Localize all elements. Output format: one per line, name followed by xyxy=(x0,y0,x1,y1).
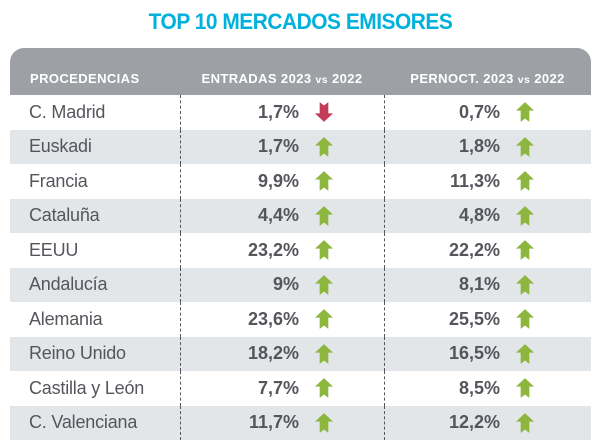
origin-cell: Euskadi xyxy=(29,136,92,157)
origin-cell: Alemania xyxy=(29,308,103,329)
trend-up-icon xyxy=(516,378,534,399)
trend-up-icon xyxy=(315,240,333,261)
entries-cell: 9% xyxy=(180,267,384,302)
overnights-value: 8,1% xyxy=(458,274,500,295)
origin-cell: EEUU xyxy=(29,239,79,260)
page-title: TOP 10 MERCADOS EMISORES xyxy=(148,9,453,34)
table-row: Francia 9,9% 11,3% xyxy=(10,164,591,199)
entries-cell: 11,7% xyxy=(180,405,384,440)
overnights-value: 12,2% xyxy=(448,412,500,433)
overnights-cell: 0,7% xyxy=(384,95,591,130)
column-header-pernoct: PERNOCT. 2023 vs 2022 xyxy=(384,48,591,95)
entries-cell: 23,2% xyxy=(180,233,384,268)
column-header-procedencias: PROCEDENCIAS xyxy=(10,48,180,95)
entries-value: 1,7% xyxy=(257,136,299,157)
table-body: C. Madrid 1,7% 0,7% Euskadi 1,7% xyxy=(10,95,591,440)
trend-up-icon xyxy=(516,205,534,226)
entries-cell: 23,6% xyxy=(180,302,384,337)
entries-cell: 1,7% xyxy=(180,129,384,164)
origin-cell: C. Valenciana xyxy=(29,412,138,433)
trend-up-icon xyxy=(315,309,333,330)
overnights-value: 22,2% xyxy=(448,239,500,260)
entries-value: 1,7% xyxy=(257,101,299,122)
overnights-value: 1,8% xyxy=(458,136,500,157)
table-header: PROCEDENCIAS ENTRADAS 2023 vs 2022 PERNO… xyxy=(10,48,591,95)
column-header-pernoct-year: 2022 xyxy=(534,71,565,86)
entries-value: 7,7% xyxy=(257,377,299,398)
entries-cell: 9,9% xyxy=(180,164,384,199)
overnights-cell: 22,2% xyxy=(384,233,591,268)
column-header-pernoct-label: PERNOCT. 2023 xyxy=(410,71,514,86)
trend-down-icon xyxy=(315,102,333,123)
origin-cell: Castilla y León xyxy=(29,377,145,398)
entries-value: 23,6% xyxy=(247,308,299,329)
trend-up-icon xyxy=(315,205,333,226)
column-header-entradas-year: 2022 xyxy=(331,71,363,86)
entries-value: 11,7% xyxy=(248,412,299,433)
column-header-entradas-vs: vs xyxy=(315,73,328,86)
overnights-value: 4,8% xyxy=(458,205,500,226)
trend-up-icon xyxy=(516,136,534,157)
trend-up-icon xyxy=(315,343,333,364)
trend-up-icon xyxy=(516,274,534,295)
trend-up-icon xyxy=(315,171,333,192)
column-header-entradas-label: ENTRADAS 2023 xyxy=(201,71,312,86)
trend-up-icon xyxy=(315,274,333,295)
trend-up-icon xyxy=(516,171,534,192)
origin-cell: C. Madrid xyxy=(29,101,106,122)
overnights-cell: 25,5% xyxy=(384,302,591,337)
entries-value: 18,2% xyxy=(247,343,299,364)
overnights-cell: 8,1% xyxy=(384,267,591,302)
overnights-value: 11,3% xyxy=(449,170,500,191)
table-row: Andalucía 9% 8,1% xyxy=(10,267,591,302)
table-row: Reino Unido 18,2% 16,5% xyxy=(10,336,591,371)
entries-value: 4,4% xyxy=(257,205,299,226)
trend-up-icon xyxy=(315,378,333,399)
origin-cell: Reino Unido xyxy=(29,343,126,364)
origin-cell: Francia xyxy=(29,170,88,191)
origin-cell: Cataluña xyxy=(29,205,100,226)
origin-cell: Andalucía xyxy=(29,274,108,295)
entries-cell: 7,7% xyxy=(180,371,384,406)
table-row: EEUU 23,2% 22,2% xyxy=(10,233,591,268)
table-row: Castilla y León 7,7% 8,5% xyxy=(10,371,591,406)
overnights-cell: 16,5% xyxy=(384,336,591,371)
entries-cell: 18,2% xyxy=(180,336,384,371)
trend-up-icon xyxy=(315,412,333,433)
overnights-cell: 12,2% xyxy=(384,405,591,440)
overnights-value: 8,5% xyxy=(458,377,500,398)
overnights-value: 0,7% xyxy=(458,101,500,122)
trend-up-icon xyxy=(516,309,534,330)
table-row: C. Valenciana 11,7% 12,2% xyxy=(10,405,591,440)
entries-value: 9% xyxy=(272,274,299,295)
entries-cell: 1,7% xyxy=(180,95,384,130)
entries-value: 23,2% xyxy=(247,239,299,260)
overnights-value: 25,5% xyxy=(448,308,500,329)
table-row: C. Madrid 1,7% 0,7% xyxy=(10,95,591,130)
trend-up-icon xyxy=(516,102,534,123)
table-row: Alemania 23,6% 25,5% xyxy=(10,302,591,337)
trend-up-icon xyxy=(315,136,333,157)
column-header-entradas: ENTRADAS 2023 vs 2022 xyxy=(180,48,384,95)
column-header-pernoct-vs: vs xyxy=(517,73,531,86)
overnights-cell: 11,3% xyxy=(384,164,591,199)
entries-value: 9,9% xyxy=(257,170,299,191)
trend-up-icon xyxy=(516,240,534,261)
trend-up-icon xyxy=(516,412,534,433)
top10-markets-table: PROCEDENCIAS ENTRADAS 2023 vs 2022 PERNO… xyxy=(10,48,591,440)
table-row: Euskadi 1,7% 1,8% xyxy=(10,129,591,164)
overnights-cell: 1,8% xyxy=(384,129,591,164)
overnights-cell: 8,5% xyxy=(384,371,591,406)
overnights-cell: 4,8% xyxy=(384,198,591,233)
trend-up-icon xyxy=(516,343,534,364)
table-row: Cataluña 4,4% 4,8% xyxy=(10,198,591,233)
entries-cell: 4,4% xyxy=(180,198,384,233)
overnights-value: 16,5% xyxy=(448,343,500,364)
column-header-procedencias-label: PROCEDENCIAS xyxy=(30,71,140,86)
